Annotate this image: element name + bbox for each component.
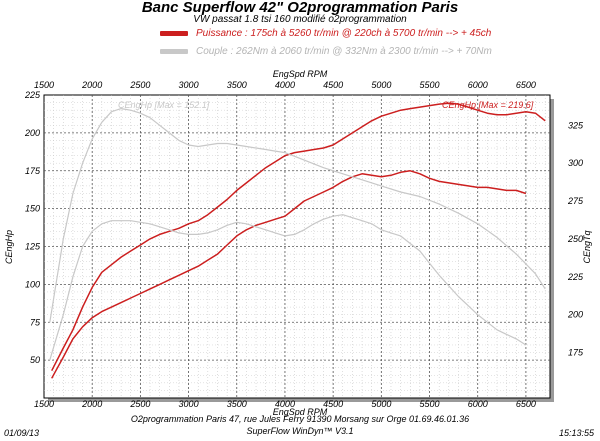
x-tick-label-top: 5500 bbox=[420, 80, 440, 90]
y-left-tick-label: 175 bbox=[25, 166, 41, 176]
y-right-axis-title: CEngTq bbox=[582, 230, 592, 263]
x-tick-label-bottom: 2000 bbox=[81, 399, 102, 409]
y-right-tick-label: 325 bbox=[568, 120, 584, 130]
x-tick-label-bottom: 4000 bbox=[275, 399, 295, 409]
footer-address: O2programmation Paris 47, rue Jules Ferr… bbox=[130, 414, 470, 424]
x-tick-label-bottom: 2500 bbox=[129, 399, 150, 409]
x-tick-label-bottom: 5500 bbox=[420, 399, 440, 409]
footer-time: 15:13:55 bbox=[558, 428, 594, 438]
y-right-tick-label: 225 bbox=[567, 272, 584, 282]
page-title: Banc Superflow 42" O2programmation Paris bbox=[141, 0, 459, 16]
x-tick-label-top: 1500 bbox=[34, 80, 54, 90]
x-tick-label-top: 4000 bbox=[275, 80, 295, 90]
footer-date: 01/09/13 bbox=[4, 428, 40, 438]
y-left-tick-label: 200 bbox=[24, 128, 40, 138]
legend-label-couple: Couple : 262Nm à 2060 tr/min @ 332Nm à 2… bbox=[196, 46, 492, 57]
x-tick-label-bottom: 6500 bbox=[516, 399, 536, 409]
series-line-2 bbox=[49, 108, 546, 323]
annotation-max-origine: CEngHp [Max = 152.1] bbox=[118, 100, 210, 110]
annotation-max-modifie: CEngHp [Max = 219.6] bbox=[442, 100, 534, 110]
y-right-tick-label: 300 bbox=[568, 158, 583, 168]
x-tick-label-bottom: 1500 bbox=[34, 399, 54, 409]
footer-software: SuperFlow WinDyn™ V3.1 bbox=[246, 426, 354, 436]
y-left-tick-label: 75 bbox=[30, 317, 41, 327]
legend-swatch-couple bbox=[160, 48, 188, 54]
y-right-tick-label: 200 bbox=[567, 310, 583, 320]
x-tick-label-top: 2500 bbox=[129, 80, 150, 90]
x-tick-label-top: 5000 bbox=[371, 80, 391, 90]
legend-item-couple: Couple : 262Nm à 2060 tr/min @ 332Nm à 2… bbox=[160, 46, 492, 57]
x-tick-label-bottom: 4500 bbox=[323, 399, 343, 409]
x-tick-label-top: 6500 bbox=[516, 80, 536, 90]
x-tick-label-top: 2000 bbox=[81, 80, 102, 90]
y-left-tick-label: 100 bbox=[25, 279, 40, 289]
series-line-0 bbox=[51, 102, 546, 372]
x-axis-title-bottom: EngSpd RPM bbox=[273, 407, 328, 417]
x-tick-label-bottom: 3500 bbox=[227, 399, 247, 409]
y-right-tick-label: 275 bbox=[567, 196, 584, 206]
series-line-3 bbox=[49, 214, 527, 361]
y-left-tick-label: 125 bbox=[25, 242, 41, 252]
x-tick-label-top: 6000 bbox=[468, 80, 488, 90]
y-right-tick-label: 250 bbox=[567, 234, 583, 244]
x-tick-label-bottom: 3000 bbox=[179, 399, 199, 409]
x-tick-label-bottom: 6000 bbox=[468, 399, 488, 409]
legend-item-puissance: Puissance : 175ch à 5260 tr/min @ 220ch … bbox=[160, 28, 491, 39]
series-line-1 bbox=[51, 170, 527, 379]
y-right-tick-label: 175 bbox=[568, 348, 584, 358]
x-axis-title-top: EngSpd RPM bbox=[273, 69, 328, 79]
x-tick-label-top: 4500 bbox=[323, 80, 343, 90]
x-tick-label-top: 3000 bbox=[179, 80, 199, 90]
y-left-tick-label: 150 bbox=[25, 204, 40, 214]
y-left-tick-label: 50 bbox=[30, 355, 40, 365]
legend-label-puissance: Puissance : 175ch à 5260 tr/min @ 220ch … bbox=[196, 28, 492, 39]
y-left-tick-label: 225 bbox=[24, 90, 41, 100]
legend-swatch-puissance bbox=[160, 30, 188, 36]
page-subtitle: VW passat 1.8 tsi 160 modifié o2programm… bbox=[193, 14, 407, 25]
x-tick-label-bottom: 5000 bbox=[371, 399, 391, 409]
x-tick-label-top: 3500 bbox=[227, 80, 247, 90]
y-left-axis-title: CEngHp bbox=[4, 230, 14, 264]
